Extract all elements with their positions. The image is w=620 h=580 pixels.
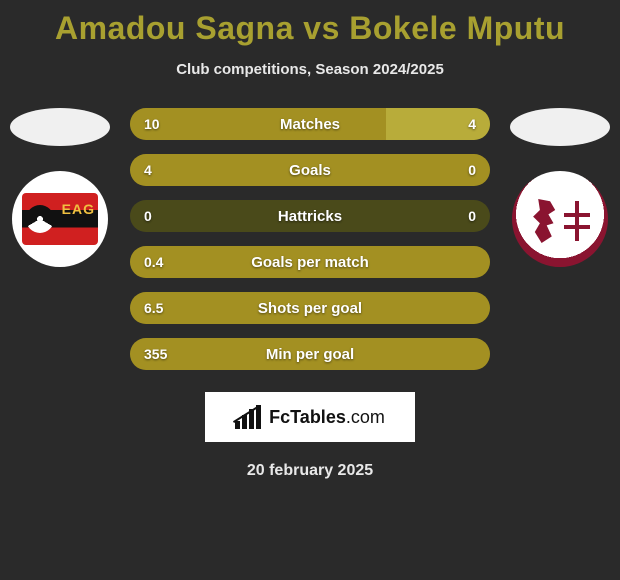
club-badge-left: EAG <box>12 171 108 267</box>
stat-row: Matches10 4 <box>130 108 490 140</box>
stat-row: Hattricks0 0 <box>130 200 490 232</box>
dragon-icon <box>528 199 562 243</box>
player-right-column: METZ <box>505 108 615 267</box>
stat-value-left: 10 <box>144 108 160 140</box>
stat-value-right: 4 <box>468 108 476 140</box>
page-subtitle: Club competitions, Season 2024/2025 <box>0 61 620 78</box>
triskelion-icon <box>26 205 54 233</box>
stat-label: Matches <box>130 108 490 140</box>
brand-name: FcTables <box>269 407 346 427</box>
cross-lorraine-icon <box>564 201 590 241</box>
stat-row: Shots per goal6.5 <box>130 292 490 324</box>
stat-value-right: 0 <box>468 200 476 232</box>
stat-row: Min per goal355 <box>130 338 490 370</box>
stat-label: Min per goal <box>130 338 490 370</box>
stat-value-right: 0 <box>468 154 476 186</box>
stat-label: Goals per match <box>130 246 490 278</box>
player-right-avatar-placeholder <box>510 108 610 146</box>
club-left-code: EAG <box>62 201 95 217</box>
brand-domain: .com <box>346 407 385 427</box>
stat-label: Goals <box>130 154 490 186</box>
club-right-code: METZ <box>512 176 608 188</box>
comparison-area: EAG METZ Matches104Goals40Hattricks00Goa… <box>0 108 620 370</box>
brand-text: FcTables.com <box>269 407 385 428</box>
stat-value-left: 0.4 <box>144 246 163 278</box>
brand-badge: FcTables.com <box>205 392 415 442</box>
player-left-column: EAG <box>5 108 115 267</box>
stat-row: Goals per match0.4 <box>130 246 490 278</box>
stat-value-left: 4 <box>144 154 152 186</box>
bar-chart-logo-icon <box>235 405 263 429</box>
stat-bars: Matches104Goals40Hattricks00Goals per ma… <box>130 108 490 370</box>
stat-value-left: 6.5 <box>144 292 163 324</box>
club-badge-right: METZ <box>512 171 608 267</box>
stat-value-left: 0 <box>144 200 152 232</box>
footer-date: 20 february 2025 <box>0 462 620 480</box>
player-left-avatar-placeholder <box>10 108 110 146</box>
stat-label: Shots per goal <box>130 292 490 324</box>
stat-value-left: 355 <box>144 338 167 370</box>
page-title: Amadou Sagna vs Bokele Mputu <box>0 0 620 47</box>
stat-label: Hattricks <box>130 200 490 232</box>
stat-row: Goals4 0 <box>130 154 490 186</box>
